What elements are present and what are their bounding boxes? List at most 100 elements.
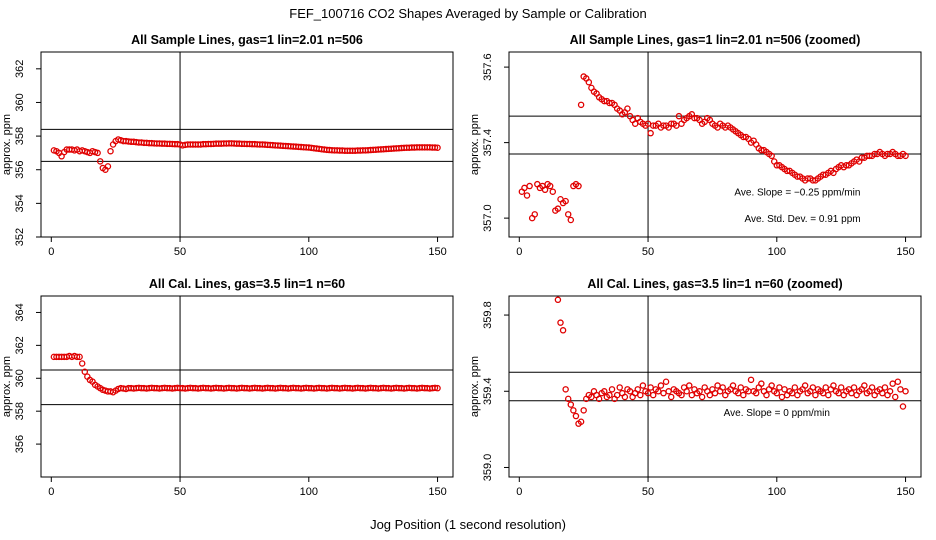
data-point bbox=[549, 188, 557, 195]
x-tick-label: 150 bbox=[896, 486, 914, 498]
data-point bbox=[81, 368, 89, 375]
data-point bbox=[577, 101, 585, 109]
data-point bbox=[613, 391, 621, 399]
x-tick-label: 100 bbox=[768, 486, 786, 498]
x-tick-label: 50 bbox=[174, 246, 186, 258]
data-points bbox=[554, 296, 909, 427]
data-point bbox=[601, 388, 608, 395]
data-point bbox=[567, 401, 575, 408]
data-point bbox=[686, 382, 693, 389]
y-tick-label: 358 bbox=[14, 127, 26, 145]
y-tick-label: 360 bbox=[14, 369, 26, 387]
data-point bbox=[879, 389, 886, 397]
y-axis-title: approx. ppm bbox=[1, 114, 13, 175]
data-point bbox=[768, 382, 775, 389]
data-point bbox=[868, 384, 876, 391]
plot-frame bbox=[40, 51, 454, 238]
y-tick-label: 356 bbox=[14, 161, 26, 179]
plot-frame bbox=[508, 51, 922, 238]
data-point bbox=[892, 393, 899, 401]
panel-title: All Sample Lines, gas=1 lin=2.01 n=506 bbox=[131, 33, 363, 47]
data-points bbox=[518, 73, 909, 224]
data-point bbox=[96, 158, 104, 165]
data-point bbox=[902, 152, 909, 160]
data-point bbox=[688, 391, 696, 399]
y-tick-label: 362 bbox=[14, 60, 26, 78]
data-point bbox=[541, 186, 549, 194]
data-point bbox=[616, 384, 623, 391]
data-point bbox=[894, 378, 902, 385]
data-point bbox=[657, 382, 665, 389]
data-point bbox=[595, 395, 603, 403]
figure-title: FEF_100716 CO2 Shapes Averaged by Sample… bbox=[289, 6, 646, 21]
data-point bbox=[781, 386, 788, 393]
data-point bbox=[706, 391, 714, 399]
data-point bbox=[570, 407, 577, 414]
y-tick-label: 362 bbox=[14, 336, 26, 354]
data-point bbox=[554, 296, 562, 304]
y-tick-label: 359.8 bbox=[482, 301, 494, 329]
data-point bbox=[886, 388, 894, 395]
y-axis-title: approx. ppm bbox=[1, 356, 13, 417]
x-tick-label: 150 bbox=[896, 246, 914, 258]
data-point bbox=[564, 211, 572, 218]
data-point bbox=[562, 386, 569, 393]
y-tick-label: 357.0 bbox=[482, 204, 494, 232]
data-point bbox=[861, 382, 868, 389]
data-point bbox=[608, 386, 616, 393]
data-point bbox=[768, 152, 775, 160]
data-point bbox=[825, 391, 832, 399]
y-tick-label: 359.4 bbox=[482, 377, 494, 405]
data-point bbox=[621, 393, 629, 401]
x-tick-label: 150 bbox=[428, 246, 446, 258]
x-tick-label: 150 bbox=[428, 486, 446, 498]
data-point bbox=[758, 380, 765, 387]
data-point bbox=[711, 389, 719, 397]
x-tick-label: 0 bbox=[48, 486, 54, 498]
data-point bbox=[434, 144, 441, 151]
data-point bbox=[809, 384, 817, 391]
y-axis-title: approx. ppm bbox=[469, 356, 481, 417]
panel-sample-lines: All Sample Lines, gas=1 lin=2.01 n=506 0 5… bbox=[1, 33, 454, 258]
data-points bbox=[50, 136, 441, 173]
y-tick-label: 357.4 bbox=[482, 129, 494, 157]
annotation-text: Ave. Slope = −0.25 ppm/min bbox=[734, 187, 860, 198]
data-point bbox=[729, 382, 737, 389]
data-point bbox=[580, 407, 587, 414]
data-point bbox=[639, 382, 647, 389]
data-point bbox=[431, 384, 439, 392]
data-point bbox=[107, 147, 114, 155]
data-point bbox=[665, 388, 672, 395]
y-tick-label: 358 bbox=[14, 402, 26, 420]
data-point bbox=[747, 376, 755, 384]
y-tick-label: 354 bbox=[14, 194, 26, 212]
data-point bbox=[696, 388, 703, 395]
data-point bbox=[76, 353, 83, 361]
data-point bbox=[899, 403, 907, 410]
plot-frame bbox=[508, 295, 922, 478]
panel-title: All Cal. Lines, gas=3.5 lin=1 n=60 bbox=[149, 277, 345, 291]
y-tick-label: 360 bbox=[14, 93, 26, 111]
data-point bbox=[902, 388, 909, 395]
data-point bbox=[94, 149, 101, 157]
data-point bbox=[763, 391, 770, 399]
data-point bbox=[850, 384, 858, 391]
data-point bbox=[567, 216, 575, 224]
y-tick-label: 364 bbox=[14, 303, 26, 321]
data-point bbox=[606, 391, 613, 399]
data-point bbox=[737, 384, 745, 391]
data-point bbox=[683, 388, 690, 395]
data-point bbox=[559, 327, 567, 334]
data-point bbox=[881, 384, 889, 391]
x-tick-label: 50 bbox=[174, 486, 186, 498]
x-tick-label: 0 bbox=[516, 246, 522, 258]
data-point bbox=[773, 389, 781, 397]
y-tick-label: 356 bbox=[14, 435, 26, 453]
data-point bbox=[801, 382, 809, 389]
data-point bbox=[634, 386, 642, 393]
data-point bbox=[776, 384, 783, 391]
data-point bbox=[678, 391, 685, 399]
data-point bbox=[837, 384, 845, 391]
data-point bbox=[575, 182, 582, 190]
